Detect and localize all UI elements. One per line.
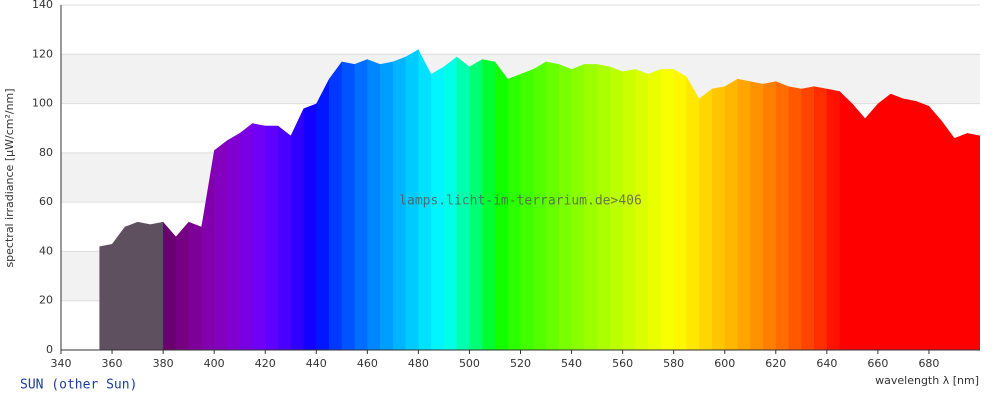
spectrum-band: [329, 49, 343, 350]
spectrum-band: [890, 49, 905, 350]
spectrum-band: [456, 49, 471, 350]
spectrum-band: [877, 49, 892, 350]
spectrum-band: [482, 49, 496, 350]
y-tick-label: 60: [39, 195, 53, 208]
x-tick-label: 560: [612, 357, 633, 370]
spectrum-band: [303, 49, 317, 350]
y-tick-label: 140: [32, 0, 53, 11]
spectrum-band: [635, 49, 649, 350]
spectrum-band: [316, 49, 330, 350]
spectrum-band: [418, 49, 432, 350]
y-tick-label: 0: [46, 343, 53, 356]
spectrum-band: [354, 49, 368, 350]
watermark: lamps.licht-im-terrarium.de>406: [399, 194, 642, 209]
spectrum-band: [494, 49, 509, 350]
x-tick-label: 380: [153, 357, 174, 370]
x-tick-label: 620: [765, 357, 786, 370]
spectrum-band: [699, 49, 713, 350]
x-tick-label: 660: [867, 357, 888, 370]
y-tick-label: 100: [32, 97, 53, 110]
spectrum-band: [533, 49, 547, 350]
x-tick-label: 680: [918, 357, 939, 370]
spectrum-band: [750, 49, 764, 350]
spectrum-band: [660, 49, 675, 350]
x-tick-label: 640: [816, 357, 837, 370]
spectrum-band: [597, 49, 611, 350]
spectrum-band: [520, 49, 534, 350]
y-tick-label: 20: [39, 294, 53, 307]
x-tick-label: 400: [204, 357, 225, 370]
spectrum-band: [431, 49, 445, 350]
spectrum-band: [392, 49, 407, 350]
spectrum-band: [584, 49, 598, 350]
plot: 0 20 40 60 80 100 120 140 340 360 380 400 420 440 460 4…: [32, 0, 980, 370]
x-tick-label: 600: [714, 357, 735, 370]
x-tick-label: 360: [102, 357, 123, 370]
spectrum-band: [737, 49, 751, 350]
spectrum-band: [546, 49, 560, 350]
y-tick-label: 40: [39, 244, 53, 257]
x-tick-label: 580: [663, 357, 684, 370]
spectrum-band: [622, 49, 636, 350]
x-tick-label: 480: [408, 357, 429, 370]
spectrum-band: [558, 49, 573, 350]
spectrum-band: [788, 49, 802, 350]
x-axis-label: wavelength λ [nm]: [875, 374, 979, 387]
spectrum-band: [469, 49, 483, 350]
spectrum-band: [648, 49, 662, 350]
spectrum-band: [686, 49, 700, 350]
spectrum-band: [711, 49, 726, 350]
x-tick-label: 540: [561, 357, 582, 370]
x-tick-label: 460: [357, 357, 378, 370]
y-axis-label: spectral irradiance [µW/cm²/nm]: [3, 88, 16, 267]
x-tick-label: 520: [510, 357, 531, 370]
spectrum-band: [443, 49, 458, 350]
spectrum-band: [507, 49, 522, 350]
spectrum-band: [724, 49, 739, 350]
x-tick-label: 440: [306, 357, 327, 370]
spectrum-band: [673, 49, 688, 350]
spectrum-band: [763, 49, 777, 350]
spectrum-band: [814, 49, 828, 350]
spectrum-band: [801, 49, 815, 350]
spectrum-band: [341, 49, 356, 350]
spectrum-band: [903, 49, 917, 350]
x-tick-label: 500: [459, 357, 480, 370]
spectrum-band: [775, 49, 790, 350]
spectrum-band: [916, 49, 930, 350]
spectrum-band: [852, 49, 866, 350]
x-tick-label: 420: [255, 357, 276, 370]
spectrum-band: [571, 49, 585, 350]
spectrum-band: [928, 49, 943, 350]
y-tick-label: 120: [32, 47, 53, 60]
y-tick-label: 80: [39, 146, 53, 159]
spectrum-band: [826, 49, 841, 350]
spectrum-band: [380, 49, 394, 350]
spectrum-band: [609, 49, 624, 350]
spectrum-band: [839, 49, 853, 350]
spectrum-band: [865, 49, 879, 350]
spectrum-band: [405, 49, 419, 350]
x-tick-label: 340: [51, 357, 72, 370]
legend-label: SUN (other Sun): [20, 378, 137, 393]
spectrum-band: [367, 49, 381, 350]
